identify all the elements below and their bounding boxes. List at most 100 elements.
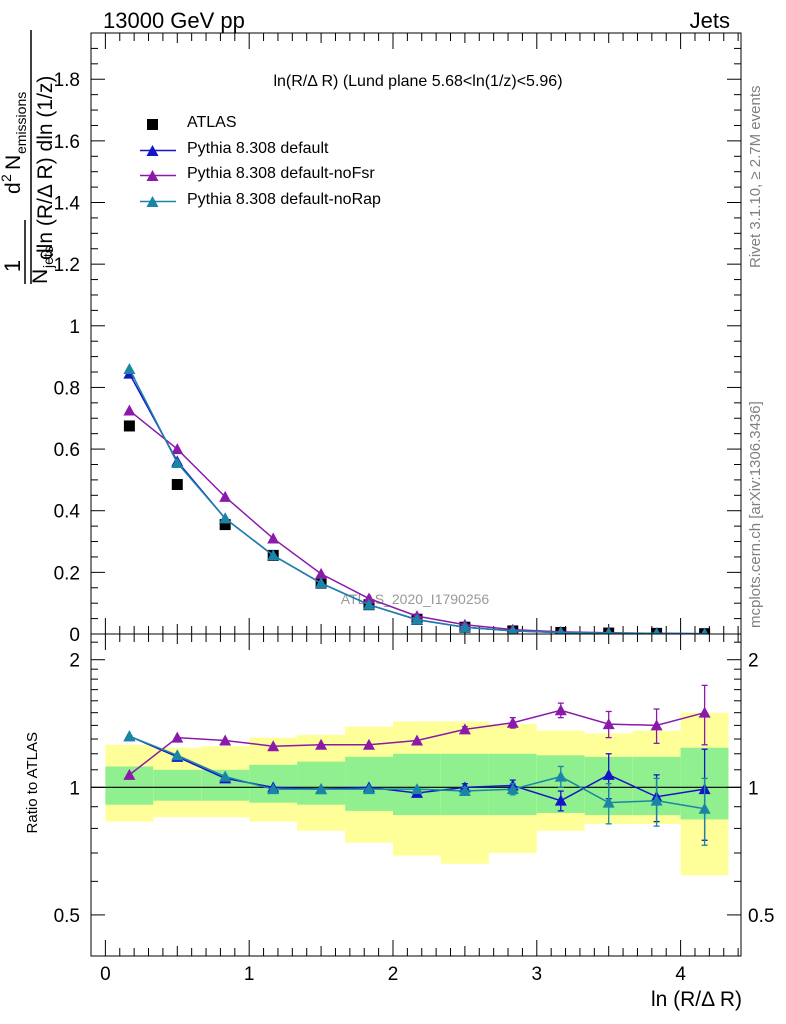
uncertainty-band-inner: [297, 761, 346, 805]
data-point-triangle: [556, 626, 565, 634]
y-title-part: jets: [40, 246, 56, 269]
y-title-part: N: [2, 155, 25, 170]
axis-texts: 0 0.2 0.4 0.6 0.8 1 1.2 1.4 1.6 1.8 0.5 0.5 1 1 2 2 0 1 2 3…: [0, 30, 774, 1011]
x-axis-title: ln (R/Δ R): [651, 988, 742, 1011]
ratio-y-tick-label-right: 0.5: [748, 906, 774, 927]
ratio-data-point: [698, 706, 711, 718]
data-point-atlas: [171, 479, 183, 491]
y-tick-label: 0.6: [54, 440, 80, 461]
data-point-triangle: [219, 490, 232, 502]
ratio-y-axis-title: Ratio to ATLAS: [24, 732, 41, 833]
ratio-data-point: [602, 768, 615, 780]
y-tick-label: 0.2: [54, 563, 80, 584]
data-point-triangle: [507, 624, 518, 634]
y-title-part: 2: [0, 174, 14, 182]
ratio-data-point: [506, 716, 519, 728]
data-point-triangle: [458, 621, 471, 633]
data-point-triangle: [604, 627, 613, 634]
y-title-part: dln (R/Δ R) dln (1/z): [34, 76, 57, 260]
x-tick-label: 1: [244, 964, 255, 985]
ratio-data-point: [315, 783, 328, 795]
ratio-data-point: [219, 770, 232, 782]
ratio-data-point: [554, 704, 567, 716]
ratio-data-point: [411, 734, 424, 746]
ratio-data-point: [362, 738, 375, 750]
data-point-triangle: [315, 577, 328, 589]
data-point-triangle: [362, 598, 375, 610]
ratio-y-tick-label-right: 2: [748, 651, 759, 672]
ratio-data-point: [602, 718, 615, 730]
ratio-data-point: [458, 723, 471, 735]
ratio-data-point: [171, 731, 184, 743]
ratio-data-point: [506, 783, 519, 795]
x-tick-label: 3: [532, 964, 543, 985]
square-marker-icon: [147, 119, 158, 130]
main-series: [123, 362, 711, 634]
data-point-triangle: [219, 512, 232, 524]
legend-label: ATLAS: [187, 114, 237, 131]
ratio-data-point: [650, 794, 663, 806]
ratio-y-tick-label: 1: [69, 778, 80, 799]
ratio-data-point: [698, 802, 711, 814]
header-right: Jets: [689, 8, 730, 33]
legend-label: Pythia 8.308 default: [187, 139, 329, 157]
data-point-atlas: [219, 519, 231, 531]
y-tick-label: 0.8: [54, 378, 80, 399]
ratio-frame: [90, 633, 742, 957]
legend-label: Pythia 8.308 default-noRap: [187, 190, 381, 208]
x-tick-label: 4: [675, 964, 686, 985]
uncertainty-band-inner: [153, 769, 202, 801]
x-tick-label: 2: [388, 964, 399, 985]
ratio-data-point: [411, 783, 424, 795]
y-title-part: N: [29, 269, 52, 284]
data-point-triangle: [123, 362, 136, 374]
data-point-triangle: [123, 404, 136, 416]
watermark-text: ATLAS_2020_I1790256: [341, 591, 490, 607]
data-point-triangle: [171, 443, 184, 455]
ratio-content: [91, 684, 741, 876]
ratio-y-tick-label-right: 1: [748, 778, 759, 799]
ratio-data-point: [602, 796, 615, 808]
y-tick-label: 0.4: [54, 502, 81, 523]
data-point-triangle: [701, 627, 709, 634]
y-tick-label: 1.6: [54, 132, 80, 153]
ratio-data-point: [458, 785, 471, 797]
plot-title: ln(R/Δ R) (Lund plane 5.68<ln(1/z)<5.96): [273, 73, 562, 90]
ratio-data-point: [123, 730, 136, 742]
data-point-triangle: [171, 456, 184, 468]
ratio-data-point: [554, 770, 567, 782]
data-point-triangle: [652, 627, 661, 634]
data-point-atlas: [123, 420, 135, 432]
data-point-triangle: [362, 592, 375, 604]
rivet-label: Rivet 3.1.10, ≥ 2.7M events: [747, 85, 764, 269]
ratio-data-point: [267, 783, 280, 795]
ratio-data-point: [171, 749, 184, 761]
y-title-part: 1: [0, 260, 25, 272]
y-title-part: emissions: [13, 92, 29, 154]
data-point-triangle: [411, 613, 424, 625]
ratio-y-tick-label: 0.5: [54, 906, 80, 927]
ratio-y-tick-label: 2: [69, 651, 80, 672]
triangle-marker-icon: [140, 170, 176, 181]
ratio-data-point: [362, 783, 375, 795]
ratio-data-point: [315, 738, 328, 750]
y-tick-label: 1: [69, 317, 80, 338]
legend-label: Pythia 8.308 default-noFsr: [187, 165, 375, 182]
ratio-data-point: [123, 768, 136, 780]
data-point-triangle: [315, 567, 328, 579]
ratio-panel: [90, 633, 742, 957]
data-point-triangle: [267, 549, 280, 561]
ratio-data-point: [554, 794, 567, 806]
triangle-marker-icon: [140, 195, 176, 207]
y-tick-label: 1.4: [54, 194, 81, 215]
mcplots-label: mcplots.cern.ch [arXiv:1306.3436]: [747, 401, 764, 628]
ratio-data-point: [267, 740, 280, 752]
y-tick-label: 1.2: [54, 255, 80, 276]
ratio-data-point: [650, 719, 663, 731]
main-panel: ATLAS_2020_I1790256 ln(R/Δ R) (Lund plane…: [90, 32, 742, 635]
y-tick-label: 0: [69, 625, 80, 646]
header-left: 13000 GeV pp: [103, 8, 245, 33]
main-y-axis-title: 1Njetsd2Nemissionsdln (R/Δ R) dln (1/z): [0, 30, 57, 284]
triangle-marker-icon: [140, 144, 176, 156]
